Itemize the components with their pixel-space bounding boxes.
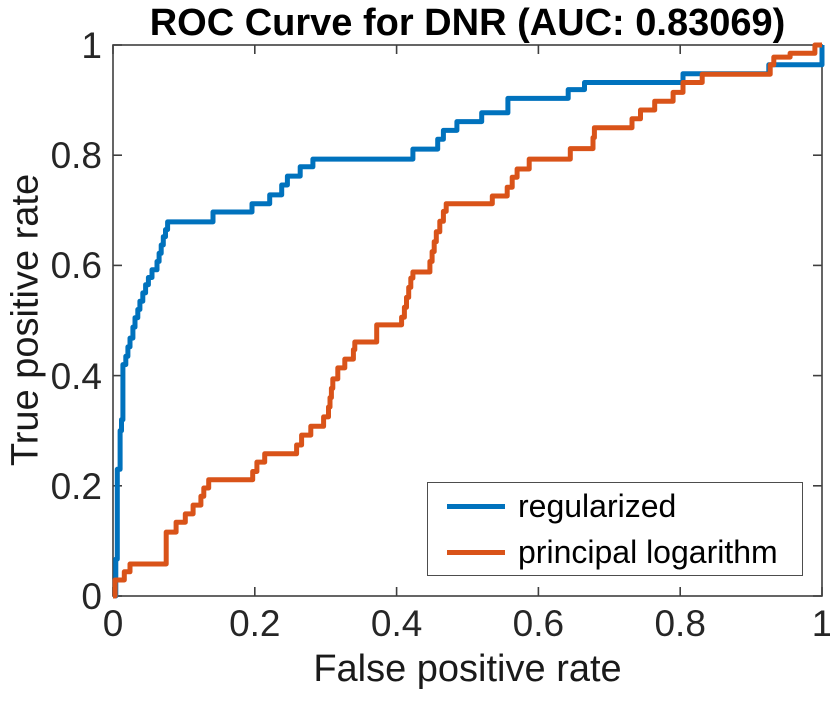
axes-box bbox=[112, 44, 823, 597]
x-tick-label: 0.6 bbox=[512, 603, 565, 644]
legend-item-principal-logarithm: principal logarithm bbox=[428, 534, 802, 571]
x-tick-label: 0 bbox=[102, 603, 124, 644]
curve-principal-logarithm bbox=[112, 42, 822, 599]
curve-regularized bbox=[113, 45, 825, 599]
x-tick-label: 0.8 bbox=[654, 603, 706, 644]
chart-title: ROC Curve for DNR (AUC: 0.83069) bbox=[149, 2, 786, 44]
principal-logarithm-line-sample bbox=[447, 549, 505, 555]
legend-label-regularized: regularized bbox=[518, 487, 677, 524]
legend-item-regularized: regularized bbox=[428, 488, 802, 525]
y-tick-label: 0.2 bbox=[50, 465, 102, 507]
y-tick-label: 1 bbox=[81, 25, 102, 66]
x-tick-label: 1 bbox=[811, 603, 830, 644]
y-tick-label: 0.8 bbox=[50, 135, 102, 177]
y-axis-label: True positive rate bbox=[4, 173, 47, 467]
x-axis-label: False positive rate bbox=[313, 648, 622, 690]
y-tick-label: 0.6 bbox=[50, 245, 102, 287]
x-tick-label: 0.2 bbox=[229, 603, 281, 644]
regularized-line-sample bbox=[447, 503, 505, 509]
y-tick-label: 0.4 bbox=[50, 355, 102, 397]
legend: regularized principal logarithm bbox=[427, 482, 803, 576]
legend-label-principal-logarithm: principal logarithm bbox=[518, 533, 778, 570]
y-tick-label: 0 bbox=[81, 576, 102, 617]
x-tick-label: 0.4 bbox=[370, 603, 423, 644]
